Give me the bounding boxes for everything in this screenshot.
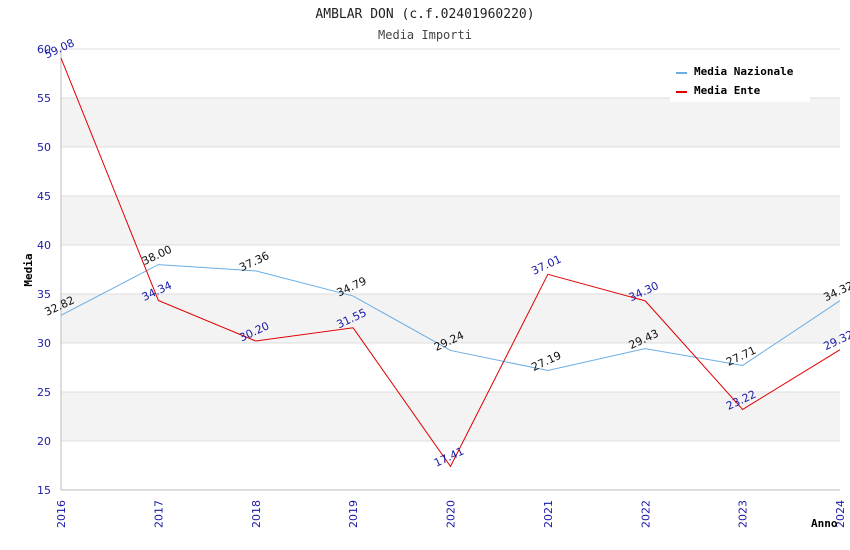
y-tick-label: 20 (37, 435, 51, 448)
x-tick-label: 2018 (250, 500, 263, 528)
y-tick-label: 50 (37, 141, 51, 154)
x-tick-label: 2019 (347, 500, 360, 528)
y-tick-label: 55 (37, 92, 51, 105)
y-ticks: 15 20 25 30 35 40 45 50 55 60 (37, 43, 51, 497)
y-tick-label: 60 (37, 43, 51, 56)
y-tick-label: 40 (37, 239, 51, 252)
x-tick-label: 2016 (55, 500, 68, 528)
chart-title: AMBLAR DON (c.f.02401960220) (315, 7, 534, 22)
y-tick-label: 30 (37, 337, 51, 350)
grid-bands (61, 98, 840, 441)
grid-lines (61, 48, 840, 491)
y-axis-label: Media (22, 253, 35, 286)
x-ticks: 2016 2017 2018 2019 2020 2021 2022 2023 2024 (55, 500, 847, 528)
x-tick-label: 2020 (445, 500, 458, 528)
data-label-ente: 59.08 (42, 36, 76, 61)
data-label-nazionale: 38.00 (140, 243, 174, 268)
series-line-nazionale (60, 264, 841, 372)
y-tick-label: 25 (37, 386, 51, 399)
x-tick-label: 2022 (639, 500, 652, 528)
grid-band (61, 98, 840, 147)
grid-band (61, 392, 840, 441)
data-label-ente: 37.01 (529, 253, 563, 278)
x-tick-label: 2024 (834, 500, 847, 528)
x-tick-label: 2023 (737, 500, 750, 528)
legend-label-ente: Media Ente (694, 84, 761, 97)
data-label-ente: 17.41 (432, 445, 466, 470)
x-tick-label: 2017 (152, 500, 165, 528)
x-axis-label: Anno (811, 517, 838, 530)
x-tick-label: 2021 (542, 500, 555, 528)
y-tick-label: 45 (37, 190, 51, 203)
grid-band (61, 196, 840, 245)
chart-subtitle: Media Importi (378, 28, 472, 42)
grid-band (61, 294, 840, 343)
legend-label-nazionale: Media Nazionale (694, 65, 794, 78)
y-tick-label: 35 (37, 288, 51, 301)
legend: Media Nazionale Media Ente (670, 58, 810, 102)
series-line-ente (60, 57, 841, 468)
y-tick-label: 15 (37, 484, 51, 497)
